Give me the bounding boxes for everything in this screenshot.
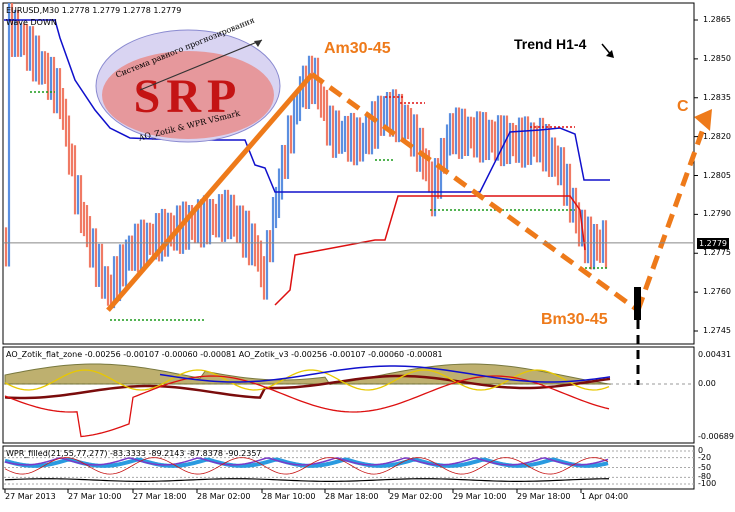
wpr-tick-label: 0 [698,446,704,455]
time-tick-label: 28 Mar 10:00 [262,492,316,501]
ao-tick-label: 0.00 [698,379,716,388]
price-tick-label: 1.2805 [703,170,731,180]
current-price-box: 1.2779 [697,238,729,249]
time-tick-label: 1 Apr 04:00 [581,492,629,501]
bm-label: Bm30-45 [541,311,608,328]
ao-flat-zone [4,363,611,386]
wave-leg-c [635,114,711,312]
ao-oscillator [4,363,694,438]
price-tick-label: 1.2775 [703,248,731,258]
wave-leg-b [310,72,640,313]
time-tick-label: 27 Mar 10:00 [68,492,122,501]
logo-brand: SRP [134,70,243,123]
wave-status: Wave DOWN [6,18,57,27]
price-tick-label: 1.2790 [703,209,731,219]
wpr-red-line [4,457,609,475]
ao-red-line [4,375,610,438]
current-bar-marker [634,287,641,320]
price-tick-label: 1.2835 [703,92,731,102]
time-tick-label: 29 Mar 18:00 [517,492,571,501]
upper-band-line [4,19,610,193]
price-tick-label: 1.2745 [703,326,731,335]
ao-yellow-line [4,369,610,391]
ao-label: AO_Zotik_flat_zone -0.00256 -0.00107 -0.… [6,350,443,359]
price-tick-label: 1.2865 [703,15,731,24]
wave-arrowhead [694,109,712,131]
ao-tick-label: -0.00689 [698,432,734,441]
time-tick-label: 28 Mar 18:00 [325,492,379,501]
ao-blue-line [159,365,611,383]
am-label: Am30-45 [324,40,391,57]
ao-tick-label: 0.00431 [698,350,732,359]
symbol-line: EURUSD,M30 1.2778 1.2779 1.2778 1.2779 [6,6,182,15]
price-bands [4,19,610,306]
lower-band-line [274,195,586,306]
trend-arrowhead-icon [606,50,614,58]
wave-leg-a [106,72,314,312]
trend-label: Trend H1-4 [514,36,587,52]
time-tick-label: 29 Mar 02:00 [389,492,443,501]
wpr-label: WPR_filled(21,55,77,277) -83.3333 -89.21… [6,449,262,458]
wpr-tick-label: -20 [698,452,712,462]
wave-lines [106,72,712,385]
wpr-mid-line [4,457,609,466]
wpr-tick-label: -80 [698,472,712,482]
price-tick-label: 1.2760 [703,287,731,297]
time-tick-label: 27 Mar 18:00 [133,492,187,501]
time-tick-label: 29 Mar 10:00 [453,492,507,501]
price-tick-label: 1.2820 [703,131,731,141]
wpr-oscillator [4,450,694,485]
ao-pane-frame [2,346,695,444]
wpr-tick-label: -50 [698,462,712,472]
price-tick-label: 1.2850 [703,53,731,63]
wpr-tick-label: -100 [698,479,717,488]
time-tick-label: 27 Mar 2013 [5,492,56,501]
c-label: C [677,98,689,115]
wpr-black-line [4,478,610,482]
ao-signal-line [4,374,611,400]
time-tick-label: 28 Mar 02:00 [197,492,251,501]
